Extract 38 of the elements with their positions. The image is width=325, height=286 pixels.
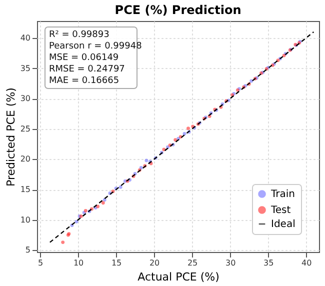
- annotation: MAE = 0.16665: [49, 76, 120, 86]
- point: [61, 240, 65, 244]
- x-axis-title: Actual PCE (%): [138, 270, 220, 284]
- y-tick-label: 35: [20, 64, 30, 73]
- y-tick-label: 5: [25, 246, 30, 255]
- y-tick-label: 30: [20, 94, 30, 104]
- legend-label: Ideal: [271, 219, 296, 230]
- point: [74, 220, 78, 224]
- annotation: Pearson r = 0.99948: [49, 42, 142, 52]
- x-tick-label: 20: [149, 258, 160, 268]
- x-tick-label: 35: [263, 258, 274, 268]
- y-tick-label: 10: [20, 215, 30, 224]
- annotation: RMSE = 0.24797: [49, 64, 125, 74]
- point: [139, 166, 143, 170]
- point: [101, 201, 105, 205]
- x-tick-label: 10: [73, 258, 84, 268]
- point: [250, 79, 254, 83]
- point: [118, 185, 122, 189]
- point: [144, 158, 148, 162]
- x-tick-label: 25: [187, 258, 198, 268]
- x-tick-label: 30: [225, 258, 236, 268]
- legend-label: Train: [270, 189, 295, 200]
- y-tick-label: 40: [20, 33, 30, 42]
- y-axis-title: Predicted PCE (%): [4, 88, 18, 186]
- point: [186, 126, 190, 130]
- point: [182, 132, 186, 136]
- y-tick-label: 25: [20, 124, 30, 134]
- x-tick-label: 5: [38, 258, 44, 268]
- y-tick-label: 20: [20, 154, 30, 164]
- x-tick-label: 15: [111, 258, 122, 268]
- annotation: R² = 0.99893: [49, 30, 110, 40]
- point: [174, 138, 178, 142]
- legend-label: Test: [270, 205, 291, 216]
- chart-title: PCE (%) Prediction: [114, 3, 242, 17]
- x-tick-label: 40: [301, 258, 312, 268]
- y-tick-label: 15: [20, 185, 30, 194]
- point: [96, 204, 100, 208]
- annotation: MSE = 0.06149: [49, 53, 119, 63]
